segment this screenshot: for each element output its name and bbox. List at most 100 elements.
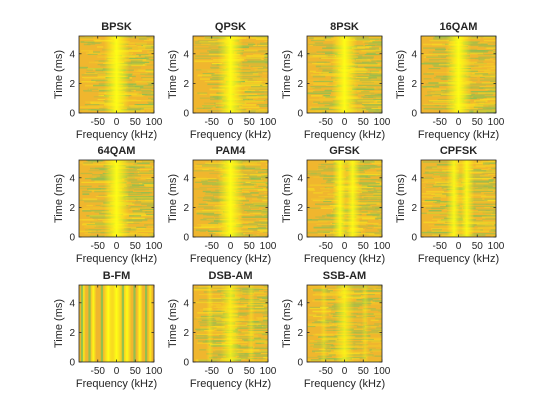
heatmap-texture: [92, 217, 111, 219]
heatmap-texture: [362, 61, 376, 63]
heatmap-texture: [254, 347, 268, 349]
heatmap-texture: [373, 111, 382, 113]
heatmap-texture: [381, 290, 382, 292]
heatmap-texture: [377, 211, 382, 213]
heatmap-texture: [317, 233, 337, 235]
heatmap-texture: [193, 288, 211, 291]
spectral-band: [103, 160, 130, 237]
heatmap-texture: [134, 104, 153, 106]
heatmap-texture: [370, 319, 379, 322]
heatmap: [79, 285, 154, 362]
heatmap-texture: [320, 65, 342, 67]
heatmap-texture: [486, 47, 496, 49]
heatmap-texture: [141, 77, 154, 79]
heatmap-texture: [475, 183, 489, 185]
heatmap-texture: [494, 161, 496, 163]
x-tick-label: 100: [260, 117, 277, 128]
heatmap-texture: [426, 87, 433, 89]
heatmap-texture: [366, 203, 378, 205]
heatmap-texture: [477, 186, 496, 189]
y-tick-label: 2: [69, 79, 75, 90]
heatmap-texture: [310, 86, 339, 88]
heatmap-texture: [379, 333, 382, 336]
heatmap-texture: [236, 100, 256, 102]
x-tick-label: 0: [114, 241, 120, 252]
heatmap-texture: [129, 185, 140, 187]
heatmap-texture: [250, 65, 266, 68]
heatmap-texture: [127, 75, 136, 78]
heatmap-texture: [494, 224, 496, 226]
heatmap-texture: [257, 171, 268, 173]
heatmap-texture: [358, 216, 382, 218]
heatmap-texture: [133, 167, 140, 169]
heatmap-texture: [354, 66, 376, 68]
heatmap-texture: [202, 73, 215, 75]
heatmap-texture: [205, 163, 225, 165]
heatmap-texture: [359, 183, 380, 185]
heatmap-texture: [126, 216, 144, 218]
heatmap-texture: [259, 89, 268, 91]
heatmap-texture: [465, 184, 496, 186]
heatmap: [421, 36, 496, 113]
heatmap-texture: [308, 207, 321, 209]
heatmap-texture: [267, 41, 268, 43]
heatmap-texture: [196, 107, 205, 109]
heatmap-texture: [354, 38, 380, 40]
x-axis-label: Frequency (kHz): [304, 129, 385, 141]
heatmap-texture: [357, 225, 376, 227]
heatmap-texture: [211, 68, 224, 70]
heatmap-texture: [346, 344, 369, 346]
heatmap-texture: [206, 202, 225, 204]
heatmap-texture: [202, 199, 231, 201]
heatmap-texture: [203, 213, 232, 216]
heatmap-texture: [368, 110, 382, 113]
y-tick-label: 0: [183, 233, 189, 244]
spectral-band: [320, 285, 328, 362]
heatmap-texture: [258, 220, 268, 222]
heatmap-texture: [494, 88, 496, 91]
heatmap-texture: [466, 221, 496, 223]
heatmap-texture: [263, 66, 268, 69]
heatmap-texture: [318, 195, 346, 198]
heatmap-texture: [488, 160, 496, 162]
heatmap-texture: [122, 88, 142, 90]
heatmap-texture: [463, 109, 493, 111]
heatmap-texture: [250, 70, 268, 72]
heatmap-texture: [125, 235, 143, 237]
heatmap-texture: [195, 179, 209, 181]
heatmap-texture: [493, 86, 496, 88]
heatmap-texture: [264, 41, 268, 42]
heatmap-texture: [372, 41, 382, 43]
panel-b-fm: -50 0 50 100 0 2 4 B-FM Frequency (kHz) Time (ms): [53, 270, 163, 390]
heatmap-texture: [479, 222, 496, 225]
heatmap-texture: [131, 36, 147, 38]
panel-64qam: -50 0 50 100 0 2 4 64QAM Frequency (kHz) Time (ms…: [53, 145, 163, 265]
heatmap-texture: [130, 60, 143, 62]
heatmap-texture: [212, 314, 230, 317]
spectral-band: [148, 285, 153, 362]
heatmap-texture: [122, 55, 139, 57]
heatmap-texture: [318, 168, 341, 171]
heatmap-texture: [493, 48, 496, 51]
heatmap-texture: [145, 179, 154, 181]
heatmap-texture: [232, 285, 249, 287]
y-tick-label: 4: [183, 173, 189, 184]
heatmap-texture: [380, 311, 382, 314]
heatmap-texture: [313, 315, 323, 318]
heatmap-texture: [95, 188, 107, 190]
heatmap-texture: [129, 206, 142, 208]
heatmap-texture: [199, 186, 227, 188]
x-axis-label: Frequency (kHz): [418, 129, 499, 141]
heatmap-texture: [481, 71, 489, 73]
heatmap-texture: [328, 353, 341, 355]
heatmap-texture: [492, 204, 496, 207]
heatmap-texture: [251, 36, 268, 38]
heatmap-texture: [137, 233, 145, 235]
heatmap-texture: [494, 52, 496, 55]
heatmap-texture: [488, 186, 496, 189]
heatmap-texture: [204, 195, 214, 198]
heatmap-texture: [82, 110, 96, 112]
heatmap-texture: [205, 340, 226, 342]
heatmap-texture: [439, 172, 446, 174]
heatmap-texture: [464, 86, 480, 88]
